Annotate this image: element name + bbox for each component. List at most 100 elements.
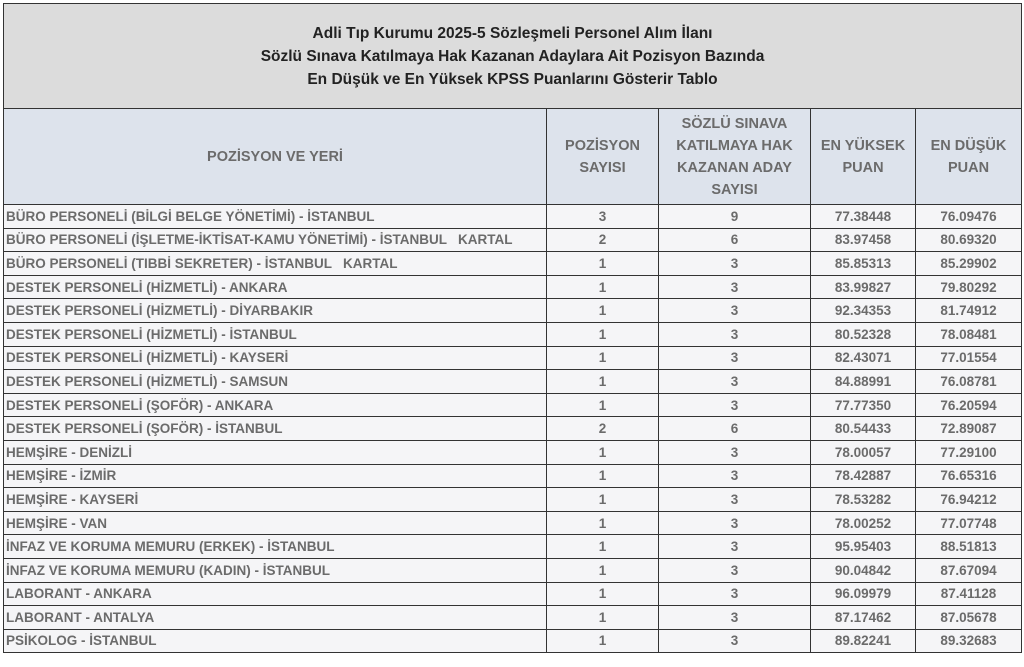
cell-min-score: 72.89087 (914, 416, 1023, 441)
table-row: HEMŞİRE - VAN 1 3 78.00252 77.07748 (3, 510, 1023, 536)
title-line: En Düşük ve En Yüksek KPSS Puanlarını Gö… (307, 70, 718, 88)
cell-max-score: 82.43071 (810, 345, 916, 371)
header-min-score: EN DÜŞÜK PUAN (914, 108, 1023, 205)
table-title: Adli Tıp Kurumu 2025-5 Sözleşmeli Person… (2, 3, 1023, 109)
cell-position-count: 1 (546, 487, 659, 512)
cell-min-score: 81.74912 (914, 298, 1023, 323)
cell-max-score: 95.95403 (810, 534, 916, 559)
cell-candidate-count: 9 (658, 204, 811, 229)
cell-candidate-count: 3 (658, 251, 811, 276)
cell-position: PSİKOLOG - İSTANBUL (3, 628, 547, 654)
cell-min-score: 87.67094 (914, 557, 1023, 583)
cell-min-score: 78.08481 (914, 321, 1023, 347)
cell-candidate-count: 3 (658, 298, 811, 323)
cell-position: DESTEK PERSONELİ (HİZMETLİ) - İSTANBUL (3, 321, 547, 347)
cell-min-score: 79.80292 (914, 274, 1023, 300)
cell-position: DESTEK PERSONELİ (ŞOFÖR) - İSTANBUL (3, 416, 547, 441)
cell-position-count: 1 (546, 345, 659, 371)
cell-position: BÜRO PERSONELİ (İŞLETME-İKTİSAT-KAMU YÖN… (3, 227, 547, 253)
cell-min-score: 77.07748 (914, 510, 1023, 536)
cell-position-count: 1 (546, 439, 659, 465)
table-row: DESTEK PERSONELİ (HİZMETLİ) - SAMSUN 1 3 84… (3, 369, 1023, 394)
cell-position-count: 2 (546, 416, 659, 441)
cell-max-score: 83.97458 (810, 227, 916, 253)
cell-max-score: 92.34353 (810, 298, 916, 323)
cell-candidate-count: 3 (658, 605, 811, 630)
table-row: HEMŞİRE - İZMİR 1 3 78.42887 76.65316 (3, 463, 1023, 489)
cell-candidate-count: 6 (658, 416, 811, 441)
table-row: DESTEK PERSONELİ (HİZMETLİ) - İSTANBUL 1 3… (3, 321, 1023, 347)
cell-position-count: 1 (546, 392, 659, 418)
cell-min-score: 85.29902 (914, 251, 1023, 276)
cell-position-count: 3 (546, 204, 659, 229)
cell-candidate-count: 3 (658, 463, 811, 489)
table-row: HEMŞİRE - KAYSERİ 1 3 78.53282 76.94212 (3, 487, 1023, 512)
cell-min-score: 76.08781 (914, 369, 1023, 394)
cell-position-count: 1 (546, 605, 659, 630)
table-row: DESTEK PERSONELİ (ŞOFÖR) - İSTANBUL 2 6 80.… (3, 416, 1023, 441)
cell-max-score: 84.88991 (810, 369, 916, 394)
header-candidate-count: SÖZLÜ SINAVA KATILMAYA HAK KAZANAN ADAY … (658, 108, 811, 205)
table-row: PSİKOLOG - İSTANBUL 1 3 89.82241 89.32683 (3, 628, 1023, 654)
table-row: BÜRO PERSONELİ (BİLGİ BELGE YÖNETİMİ) - … (3, 204, 1023, 229)
cell-candidate-count: 3 (658, 392, 811, 418)
cell-min-score: 76.94212 (914, 487, 1023, 512)
table-row: İNFAZ VE KORUMA MEMURU (ERKEK) - İSTANBU… (3, 534, 1023, 559)
cell-candidate-count: 3 (658, 321, 811, 347)
cell-min-score: 76.20594 (914, 392, 1023, 418)
table-row: DESTEK PERSONELİ (HİZMETLİ) - KAYSERİ 1 3 8… (3, 345, 1023, 371)
cell-position: DESTEK PERSONELİ (HİZMETLİ) - DİYARBAKIR (3, 298, 547, 323)
header-row: POZİSYON VE YERİ POZİSYON SAYISI SÖZLÜ S… (3, 108, 1023, 205)
table-row: DESTEK PERSONELİ (HİZMETLİ) - ANKARA 1 3 83… (3, 274, 1023, 300)
table-row: İNFAZ VE KORUMA MEMURU (KADIN) - İSTANBU… (3, 557, 1023, 583)
header-position: POZİSYON VE YERİ (3, 108, 547, 205)
cell-position-count: 1 (546, 463, 659, 489)
cell-position-count: 1 (546, 274, 659, 300)
cell-candidate-count: 3 (658, 439, 811, 465)
cell-position: LABORANT - ANTALYA (3, 605, 547, 630)
cell-position-count: 1 (546, 628, 659, 654)
cell-candidate-count: 3 (658, 345, 811, 371)
cell-max-score: 78.42887 (810, 463, 916, 489)
header-max-score: EN YÜKSEK PUAN (810, 108, 916, 205)
table-row: BÜRO PERSONELİ (İŞLETME-İKTİSAT-KAMU YÖN… (3, 227, 1023, 253)
cell-position-count: 2 (546, 227, 659, 253)
cell-max-score: 89.82241 (810, 628, 916, 654)
cell-position-count: 1 (546, 534, 659, 559)
cell-position-count: 1 (546, 581, 659, 607)
cell-position: HEMŞİRE - İZMİR (3, 463, 547, 489)
cell-max-score: 83.99827 (810, 274, 916, 300)
cell-position: HEMŞİRE - VAN (3, 510, 547, 536)
cell-position: DESTEK PERSONELİ (HİZMETLİ) - KAYSERİ (3, 345, 547, 371)
cell-position: DESTEK PERSONELİ (HİZMETLİ) - ANKARA (3, 274, 547, 300)
cell-position: DESTEK PERSONELİ (ŞOFÖR) - ANKARA (3, 392, 547, 418)
cell-position: BÜRO PERSONELİ (BİLGİ BELGE YÖNETİMİ) - … (3, 204, 547, 229)
cell-position-count: 1 (546, 298, 659, 323)
kpss-scores-table: Adli Tıp Kurumu 2025-5 Sözleşmeli Person… (2, 3, 1023, 654)
cell-min-score: 87.41128 (914, 581, 1023, 607)
cell-position: DESTEK PERSONELİ (HİZMETLİ) - SAMSUN (3, 369, 547, 394)
cell-position: İNFAZ VE KORUMA MEMURU (ERKEK) - İSTANBU… (3, 534, 547, 559)
cell-min-score: 87.05678 (914, 605, 1023, 630)
cell-min-score: 77.01554 (914, 345, 1023, 371)
cell-position-count: 1 (546, 251, 659, 276)
cell-position-count: 1 (546, 557, 659, 583)
header-position-count: POZİSYON SAYISI (546, 108, 659, 205)
cell-position: BÜRO PERSONELİ (TIBBİ SEKRETER) - İSTANB… (3, 251, 547, 276)
title-line: Adli Tıp Kurumu 2025-5 Sözleşmeli Person… (312, 24, 713, 42)
cell-position: HEMŞİRE - DENİZLİ (3, 439, 547, 465)
cell-min-score: 80.69320 (914, 227, 1023, 253)
cell-max-score: 77.77350 (810, 392, 916, 418)
table-row: DESTEK PERSONELİ (ŞOFÖR) - ANKARA 1 3 77.77… (3, 392, 1023, 418)
cell-max-score: 78.53282 (810, 487, 916, 512)
cell-position: HEMŞİRE - KAYSERİ (3, 487, 547, 512)
cell-candidate-count: 3 (658, 534, 811, 559)
table-row: BÜRO PERSONELİ (TIBBİ SEKRETER) - İSTANB… (3, 251, 1023, 276)
cell-min-score: 88.51813 (914, 534, 1023, 559)
table-row: LABORANT - ANTALYA 1 3 87.17462 87.05678 (3, 605, 1023, 630)
cell-candidate-count: 3 (658, 557, 811, 583)
cell-max-score: 85.85313 (810, 251, 916, 276)
cell-max-score: 90.04842 (810, 557, 916, 583)
cell-candidate-count: 3 (658, 369, 811, 394)
cell-position-count: 1 (546, 321, 659, 347)
